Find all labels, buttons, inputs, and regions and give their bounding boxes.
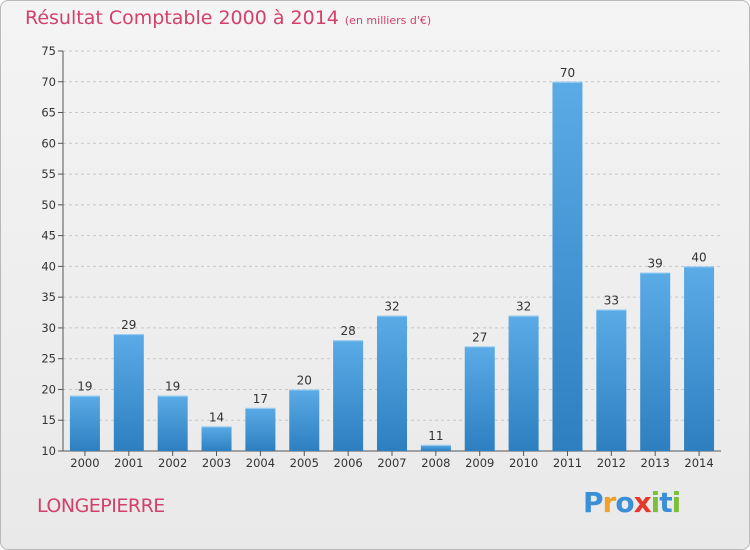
brand-letter: i — [671, 486, 682, 519]
data-label: 33 — [604, 293, 619, 307]
x-tick-label: 2012 — [597, 456, 626, 470]
data-label: 32 — [516, 300, 531, 314]
y-tick-label: 50 — [41, 198, 56, 212]
x-tick-label: 2002 — [158, 456, 187, 470]
brand-letter: t — [659, 486, 672, 519]
x-tick-label: 2013 — [641, 456, 670, 470]
brand-letter: i — [650, 486, 661, 519]
bar — [377, 315, 407, 451]
data-label: 19 — [77, 380, 92, 394]
x-tick-label: 2014 — [684, 456, 713, 470]
bar — [157, 395, 188, 451]
x-tick-label: 2000 — [70, 456, 99, 470]
brand-logo: Proxiti — [583, 486, 682, 519]
y-tick-label: 15 — [41, 413, 56, 427]
bars — [69, 81, 715, 452]
y-tick-label: 75 — [41, 44, 56, 58]
bar — [464, 346, 495, 451]
brand-letter: r — [602, 486, 617, 519]
data-label: 20 — [297, 373, 312, 387]
data-label: 29 — [121, 318, 136, 332]
x-tick-label: 2007 — [377, 456, 406, 470]
x-tick-label: 2008 — [421, 456, 450, 470]
bar — [69, 395, 100, 451]
y-tick-label: 35 — [41, 290, 56, 304]
y-tick-label: 45 — [41, 229, 56, 243]
place-name: LONGEPIERRE — [37, 495, 165, 517]
y-tick-label: 70 — [41, 75, 56, 89]
bar — [420, 444, 451, 451]
y-tick-label: 25 — [41, 352, 56, 366]
data-label: 11 — [428, 429, 443, 443]
y-tick-label: 10 — [41, 444, 56, 458]
data-label: 32 — [384, 300, 399, 314]
y-tick-label: 55 — [41, 167, 56, 181]
x-tick-label: 2006 — [333, 456, 362, 470]
bar — [508, 315, 539, 451]
x-tick-label: 2010 — [509, 456, 538, 470]
brand-letter: P — [583, 486, 604, 519]
y-tick-label: 65 — [41, 106, 56, 120]
chart-title-text: Résultat Comptable 2000 à 2014 — [25, 7, 339, 29]
bar — [684, 266, 715, 451]
chart-title: Résultat Comptable 2000 à 2014 (en millie… — [25, 7, 431, 29]
brand-letter: o — [615, 486, 634, 519]
bar — [201, 426, 232, 451]
y-tick-label: 40 — [41, 259, 56, 273]
bar — [113, 334, 144, 451]
data-label: 27 — [472, 330, 487, 344]
x-tick-label: 2009 — [465, 456, 494, 470]
bar — [596, 309, 627, 451]
data-label: 39 — [648, 257, 663, 271]
chart-subtitle: (en milliers d'€) — [344, 14, 432, 27]
x-tick-label: 2003 — [202, 456, 231, 470]
bar — [245, 407, 276, 451]
y-tick-label: 30 — [41, 321, 56, 335]
data-labels: 19 29 19 14 17 20 28 32 11 27 32 70 33 39 40 — [77, 66, 706, 443]
data-label: 70 — [560, 66, 575, 80]
y-tick-label: 20 — [41, 382, 56, 396]
axes: 10 15 20 25 30 35 40 45 50 55 60 65 70 75 2000 2001 2002… — [41, 44, 721, 470]
data-label: 40 — [691, 250, 706, 264]
data-label: 19 — [165, 380, 180, 394]
x-tick-label: 2004 — [246, 456, 275, 470]
bar — [289, 389, 320, 451]
data-label: 28 — [340, 324, 355, 338]
brand-letter: x — [633, 486, 652, 519]
x-tick-label: 2001 — [114, 456, 143, 470]
data-label: 17 — [253, 392, 268, 406]
x-tick-label: 2005 — [290, 456, 319, 470]
data-label: 14 — [209, 410, 224, 424]
bar — [333, 340, 364, 451]
bar — [640, 272, 671, 451]
x-tick-label: 2011 — [553, 456, 582, 470]
y-tick-label: 60 — [41, 136, 56, 150]
bar — [552, 81, 583, 452]
